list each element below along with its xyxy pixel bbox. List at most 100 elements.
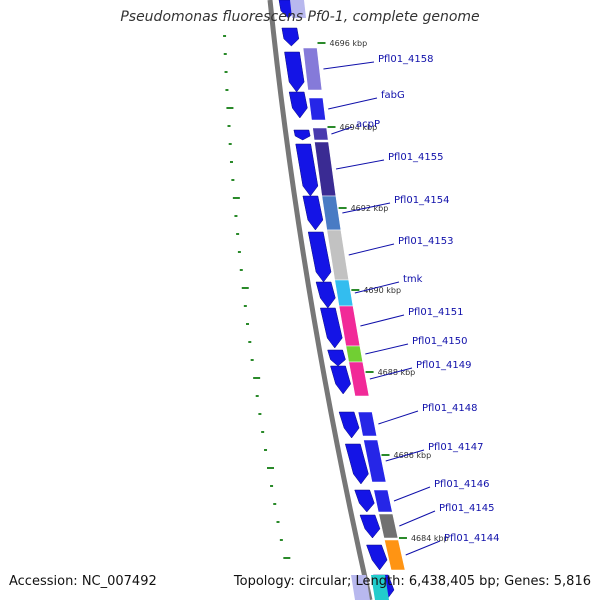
gc-content-dot — [224, 71, 228, 73]
cds-arrow — [354, 489, 375, 513]
gc-content-dot — [237, 251, 241, 253]
gc-content-dot — [243, 305, 247, 307]
gc-content-dot — [226, 107, 234, 109]
position-tick-label: 4694 kbp — [339, 123, 377, 132]
gene-leader-line — [399, 510, 436, 527]
cds-arrow — [359, 514, 381, 539]
gc-content-dot — [283, 557, 291, 559]
gc-content-dot — [279, 539, 283, 541]
gene-label: Pfl01_4158 — [378, 54, 434, 65]
cds-arrow — [307, 231, 332, 283]
accession-text: Accession: NC_007492 — [9, 574, 157, 589]
genome-stats-text: Topology: circular; Length: 6,438,405 bp… — [233, 574, 591, 589]
gc-content-track — [223, 35, 291, 559]
gc-content-dot — [241, 287, 249, 289]
gene-leader-line — [323, 61, 375, 70]
gene-leader-line — [405, 540, 441, 556]
gc-content-dot — [255, 395, 259, 397]
gene-label: Pfl01_4146 — [434, 479, 490, 490]
position-tick-label: 4684 kbp — [411, 534, 449, 543]
gene-label: acpP — [356, 119, 380, 130]
gene-leader-line — [335, 159, 385, 170]
gene-block — [338, 305, 361, 347]
gc-content-dot — [264, 449, 268, 451]
gene-leader-line — [328, 97, 378, 110]
gc-content-dot — [223, 35, 227, 37]
gene-block — [371, 575, 389, 600]
cds-arrow — [330, 365, 351, 395]
position-tick-label: 4692 kbp — [351, 204, 389, 213]
cds-arrow — [344, 443, 369, 485]
cds-track — [278, 0, 395, 600]
gene-block — [302, 47, 323, 91]
gene-label: Pfl01_4151 — [408, 307, 464, 318]
gene-block — [373, 489, 393, 513]
gene-label: Pfl01_4149 — [416, 360, 472, 371]
cds-arrow — [338, 411, 360, 439]
gene-block — [345, 345, 364, 363]
gene-labels: Pfl01_4158 fabG acpP Pfl01_4155 Pfl01_4154 Pf… — [323, 54, 500, 556]
gc-content-dot — [266, 467, 274, 469]
gene-block — [384, 539, 406, 571]
gene-leader-line — [348, 243, 395, 256]
gc-content-dot — [228, 143, 232, 145]
gene-block — [334, 279, 354, 307]
gene-leader-line — [360, 314, 405, 327]
cds-arrow — [293, 129, 311, 141]
cds-arrow — [281, 27, 300, 47]
gc-content-dot — [246, 323, 250, 325]
cds-arrow — [366, 544, 388, 571]
gene-leader-line — [342, 202, 391, 214]
gc-content-dot — [227, 125, 231, 127]
cds-arrow — [295, 143, 319, 197]
gc-content-dot — [261, 431, 265, 433]
gene-leader-line — [354, 281, 400, 294]
gene-label: fabG — [381, 90, 405, 101]
gc-content-dot — [231, 179, 235, 181]
gene-label: Pfl01_4153 — [398, 236, 454, 247]
gene-leader-line — [369, 367, 413, 380]
gc-content-dot — [229, 161, 233, 163]
gene-label: Pfl01_4148 — [422, 403, 478, 414]
gene-label: Pfl01_4145 — [439, 503, 495, 514]
gc-content-dot — [232, 197, 240, 199]
gc-content-dot — [253, 377, 261, 379]
gc-content-dot — [234, 215, 238, 217]
gene-label: Pfl01_4147 — [428, 442, 484, 453]
cds-arrow — [320, 307, 343, 349]
gc-content-dot — [276, 521, 280, 523]
gene-feature-track — [290, 0, 406, 600]
map-title: Pseudomonas fluorescens Pf0-1, complete … — [120, 9, 480, 25]
gc-content-dot — [236, 233, 240, 235]
gc-content-dot — [239, 269, 243, 271]
gc-content-dot — [250, 359, 254, 361]
gc-content-dot — [270, 485, 274, 487]
gene-block — [363, 439, 387, 483]
gene-leader-line — [393, 486, 431, 502]
gene-block — [348, 361, 370, 397]
cds-arrow — [302, 195, 324, 231]
cds-arrow — [288, 91, 308, 119]
position-tick-label: 4686 kbp — [394, 451, 432, 460]
gene-label: tmk — [403, 274, 423, 285]
genome-backbone — [267, 0, 373, 600]
gene-block — [378, 513, 399, 539]
gene-leader-line — [365, 343, 409, 355]
gc-content-dot — [248, 341, 252, 343]
gc-content-dot — [223, 53, 227, 55]
gene-block — [321, 195, 342, 231]
position-tick-label: 4696 kbp — [330, 39, 368, 48]
position-tick-label: 4690 kbp — [363, 286, 401, 295]
cds-arrow — [284, 51, 305, 93]
gene-leader-line — [385, 449, 425, 462]
gc-content-dot — [258, 413, 262, 415]
gene-label: Pfl01_4154 — [394, 195, 450, 206]
gene-label: Pfl01_4144 — [444, 533, 500, 544]
gene-block — [314, 141, 337, 197]
gene-block — [312, 127, 329, 141]
gene-label: Pfl01_4155 — [388, 152, 444, 163]
gene-block — [357, 411, 378, 437]
gc-content-dot — [273, 503, 277, 505]
